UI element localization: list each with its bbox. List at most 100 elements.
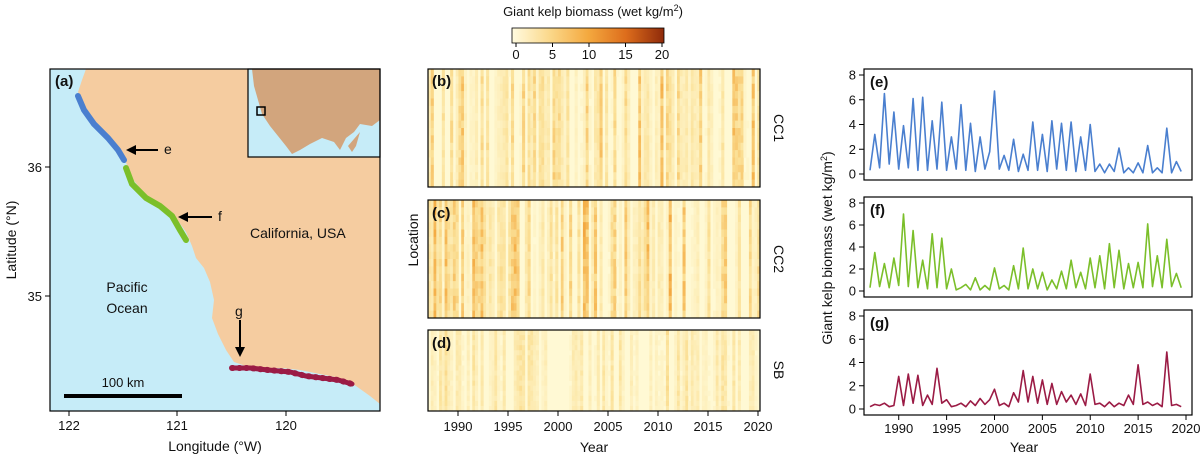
heatmap-cell [494, 380, 498, 386]
heatmap-cell [563, 236, 567, 245]
heatmap-cell [627, 179, 631, 188]
timeseries-y-label: Giant kelp biomass (wet kg/m2) [819, 151, 835, 344]
heatmap-cell [721, 350, 725, 356]
heatmap-cell [511, 179, 515, 188]
heatmap-cell [552, 229, 556, 238]
land-label: California, USA [250, 225, 346, 241]
heatmap-cell [718, 214, 722, 223]
heatmap-cell [511, 266, 515, 275]
heatmap-cell [751, 385, 755, 392]
heatmap-cell [444, 335, 448, 341]
heatmap-cell [632, 340, 636, 346]
heatmap-cell [433, 405, 437, 412]
heatmap-cell [450, 365, 454, 371]
heatmap-cell [721, 200, 725, 208]
heatmap-cell [688, 98, 692, 107]
heatmap-cell [685, 355, 689, 361]
heatmap-cell [439, 350, 443, 356]
timeseries-y-tick-label: 6 [849, 92, 856, 107]
heatmap-cell [641, 244, 645, 252]
heatmap-cell [546, 179, 551, 188]
heatmap-cell [433, 355, 437, 361]
heatmap-cell [469, 120, 473, 129]
heatmap-cell [610, 405, 614, 412]
heatmap-cell [447, 345, 451, 351]
heatmap-cell [596, 345, 600, 351]
heatmap-cell [685, 360, 689, 366]
heatmap-cell [688, 128, 692, 136]
heatmap-cell [530, 345, 534, 351]
heatmap-cell [513, 244, 517, 252]
heatmap-cell [475, 150, 479, 158]
heatmap-cell [497, 288, 501, 297]
heatmap-cell [488, 281, 492, 289]
heatmap-cell [466, 259, 470, 267]
heatmap-cell [475, 69, 479, 77]
heatmap-cell [475, 98, 479, 107]
heatmap-cell [475, 214, 479, 223]
heatmap-cell [563, 266, 567, 275]
heatmap-cell [668, 207, 672, 216]
heatmap-cell [605, 385, 609, 392]
heatmap-cell [690, 76, 694, 85]
heatmap-cell [486, 288, 490, 297]
heatmap-cell [677, 179, 681, 188]
heatmap-cell [439, 340, 443, 346]
heatmap-cell [693, 105, 697, 114]
heatmap-cell [635, 345, 639, 351]
heatmap-cell [538, 236, 542, 245]
heatmap-cell [458, 157, 462, 166]
heatmap-cell [430, 355, 434, 361]
heatmap-cell [582, 135, 586, 144]
heatmap-cell [527, 281, 531, 289]
heatmap-cell [544, 69, 548, 77]
heatmap-cell [657, 207, 661, 216]
heatmap-cell [654, 164, 658, 173]
heatmap-cell [654, 350, 658, 356]
heatmap-cell [751, 345, 755, 351]
heatmap-cell [635, 244, 639, 252]
heatmap-cell [735, 142, 739, 151]
heatmap-cell [624, 244, 628, 252]
heatmap-cell [724, 303, 728, 311]
heatmap-cell [682, 365, 686, 371]
heatmap-cell [696, 214, 700, 223]
heatmap-cell [502, 69, 506, 77]
heatmap-cell [582, 142, 586, 151]
heatmap-cell [511, 83, 515, 92]
heatmap-cell [574, 365, 578, 371]
heatmap-cell [610, 69, 614, 77]
heatmap-cell [455, 200, 459, 208]
heatmap-cell [599, 142, 603, 151]
heatmap-cell [546, 83, 551, 92]
heatmap-cell [499, 200, 503, 208]
heatmap-cell [588, 360, 592, 366]
heatmap-cell [621, 164, 625, 173]
heatmap-cell [541, 120, 545, 129]
heatmap-cell [696, 405, 700, 412]
heatmap-cell [455, 142, 459, 151]
heatmap-cell [649, 330, 653, 336]
heatmap-d [427, 329, 761, 412]
heatmap-cell [441, 214, 445, 223]
heatmap-cell [657, 105, 661, 114]
heatmap-cell [541, 288, 545, 297]
heatmap-cell [696, 164, 700, 173]
timeseries-y-tick-label: 2 [849, 142, 856, 157]
heatmap-cell [607, 229, 611, 238]
heatmap-cell [571, 355, 575, 361]
heatmap-cell [461, 120, 465, 129]
heatmap-cell [610, 345, 614, 351]
heatmap-cell [463, 251, 468, 260]
heatmap-cell [469, 105, 473, 114]
heatmap-cell [560, 222, 564, 230]
heatmap-cell [494, 179, 498, 188]
heatmap-cell [757, 222, 761, 230]
heatmap-cell [646, 244, 650, 252]
heatmap-cell [439, 335, 443, 341]
heatmap-cell [511, 273, 515, 282]
heatmap-cell [433, 400, 437, 407]
heatmap-cell [533, 244, 537, 252]
heatmap-cell [466, 288, 470, 297]
heatmap-cell [494, 164, 498, 173]
